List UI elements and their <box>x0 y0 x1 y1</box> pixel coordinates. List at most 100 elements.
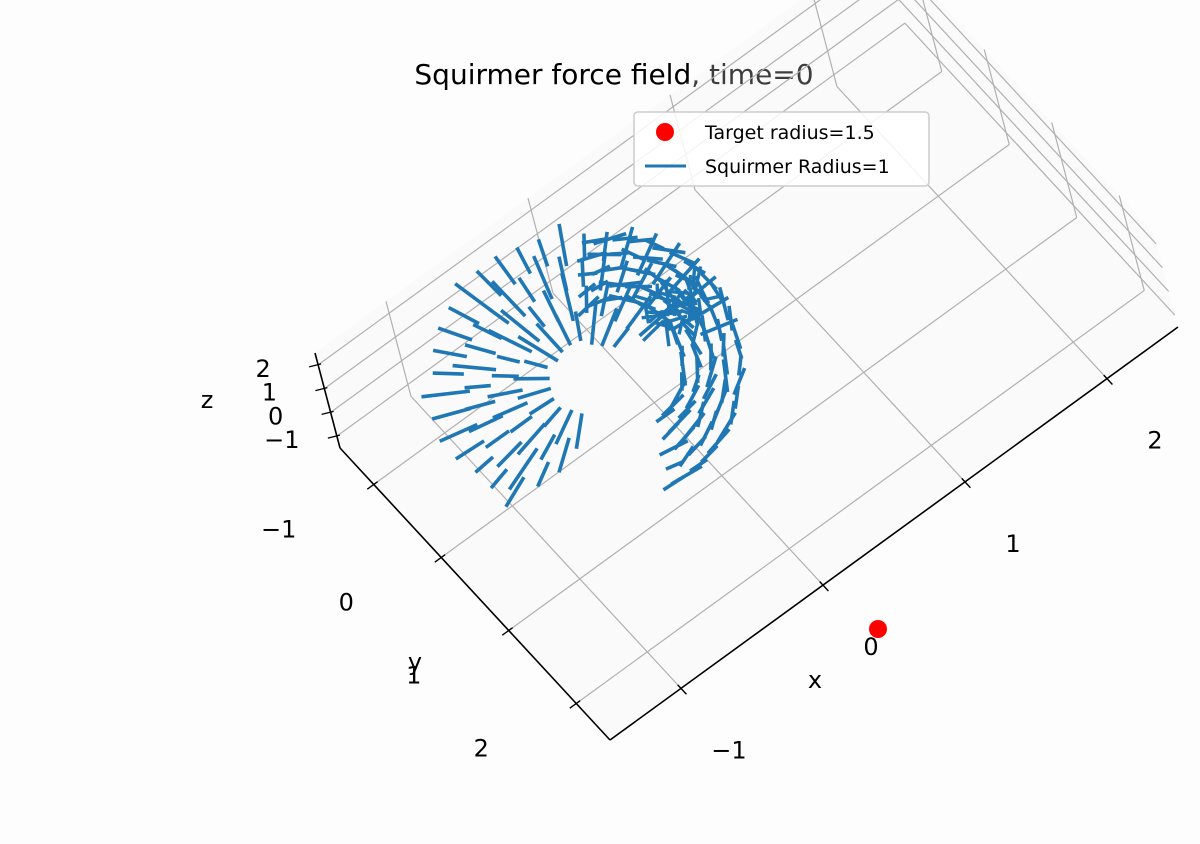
force-arrow <box>536 238 550 267</box>
grid-lines <box>317 0 1176 704</box>
legend: Target radius=1.5 Squirmer Radius=1 <box>633 111 930 187</box>
x-axis-line <box>609 326 1179 741</box>
force-arrow <box>615 260 629 293</box>
force-arrow <box>582 233 587 260</box>
force-arrow <box>421 389 471 399</box>
force-arrow <box>661 421 680 441</box>
force-arrow <box>439 422 478 443</box>
force-arrow <box>532 255 554 300</box>
force-arrow <box>689 458 708 473</box>
force-arrow <box>635 232 659 277</box>
side-grid-line-y <box>1051 122 1078 218</box>
force-arrow <box>432 348 468 359</box>
force-arrow <box>490 280 527 318</box>
force-arrow <box>691 267 697 290</box>
force-arrow <box>684 279 698 306</box>
force-arrow <box>609 251 629 256</box>
side-grid-line-z <box>914 0 1163 269</box>
force-arrow <box>475 269 503 297</box>
force-arrow <box>693 275 708 301</box>
force-arrow <box>608 280 643 288</box>
y-tick <box>366 481 379 490</box>
force-arrow <box>715 318 724 342</box>
legend-frame <box>633 111 930 187</box>
force-arrow <box>675 302 695 314</box>
back-pane-x <box>898 0 1178 327</box>
z-tick <box>327 434 341 439</box>
force-arrow <box>431 406 472 421</box>
force-arrow <box>619 226 635 270</box>
z-tick <box>308 363 322 368</box>
force-arrow <box>488 307 510 325</box>
side-grid-line-z <box>904 22 1176 316</box>
force-arrow <box>432 371 464 376</box>
force-arrow <box>447 306 480 326</box>
force-arrow <box>539 433 557 461</box>
y-axis-label: y <box>408 648 422 676</box>
side-grid-line-y <box>1118 195 1145 291</box>
y-axis-line <box>339 447 611 741</box>
floor-grid-line-y <box>508 217 1078 631</box>
force-arrow <box>472 322 503 341</box>
y-tick <box>569 700 581 709</box>
axis-panes <box>315 0 1178 740</box>
side-grid-line-z <box>929 0 1157 245</box>
x-tick <box>961 477 971 489</box>
y-tick <box>501 627 514 636</box>
force-arrow <box>468 414 504 434</box>
force-arrow <box>732 367 747 396</box>
force-arrow <box>717 286 730 321</box>
force-arrow <box>690 343 703 368</box>
force-arrow <box>736 354 743 376</box>
force-arrow <box>699 444 719 464</box>
back-grid-line-z <box>317 0 821 366</box>
x-axis-label: x <box>808 666 822 694</box>
back-grid-line-x <box>813 0 838 87</box>
force-arrow <box>632 294 653 303</box>
force-arrow <box>528 397 555 416</box>
force-arrow <box>679 320 698 338</box>
force-arrow <box>496 440 523 468</box>
force-arrow <box>709 410 719 431</box>
z-tick <box>315 386 328 392</box>
force-arrow <box>613 286 632 323</box>
force-arrow <box>612 235 638 242</box>
force-arrow <box>668 250 696 266</box>
force-arrow <box>541 289 561 323</box>
force-arrow <box>662 475 685 492</box>
force-arrow <box>580 258 586 287</box>
force-arrow <box>535 322 564 354</box>
force-arrow <box>507 447 539 491</box>
chart-title: Squirmer force field, time=0 <box>414 58 813 91</box>
z-tick-label: 2 <box>255 355 270 383</box>
force-arrow <box>721 345 730 375</box>
force-arrow <box>496 354 521 364</box>
x-tick <box>1103 374 1113 385</box>
force-arrow <box>625 295 653 330</box>
force-arrow <box>677 399 697 420</box>
force-arrow <box>665 459 685 471</box>
floor-pane <box>340 35 1178 740</box>
force-arrow <box>691 374 701 393</box>
legend-target-marker <box>656 123 674 141</box>
force-arrow <box>493 255 517 286</box>
force-arrow <box>542 406 562 428</box>
force-arrow <box>517 386 552 401</box>
force-arrow <box>523 359 549 370</box>
y-tick <box>434 554 446 563</box>
force-arrow <box>516 422 547 456</box>
z-axis-line <box>314 352 341 449</box>
force-arrow <box>484 429 511 449</box>
force-arrow <box>536 461 551 488</box>
z-tick <box>321 410 334 416</box>
side-grid-line-y <box>922 0 943 72</box>
target-point-marker <box>869 620 887 638</box>
x-tick-label: 1 <box>1005 530 1020 558</box>
force-arrow <box>492 401 529 420</box>
force-arrow <box>577 295 600 318</box>
force-arrow <box>638 314 664 338</box>
force-arrow <box>655 407 676 424</box>
force-arrow <box>592 231 627 246</box>
force-arrow <box>687 309 702 323</box>
force-arrow <box>499 308 541 343</box>
